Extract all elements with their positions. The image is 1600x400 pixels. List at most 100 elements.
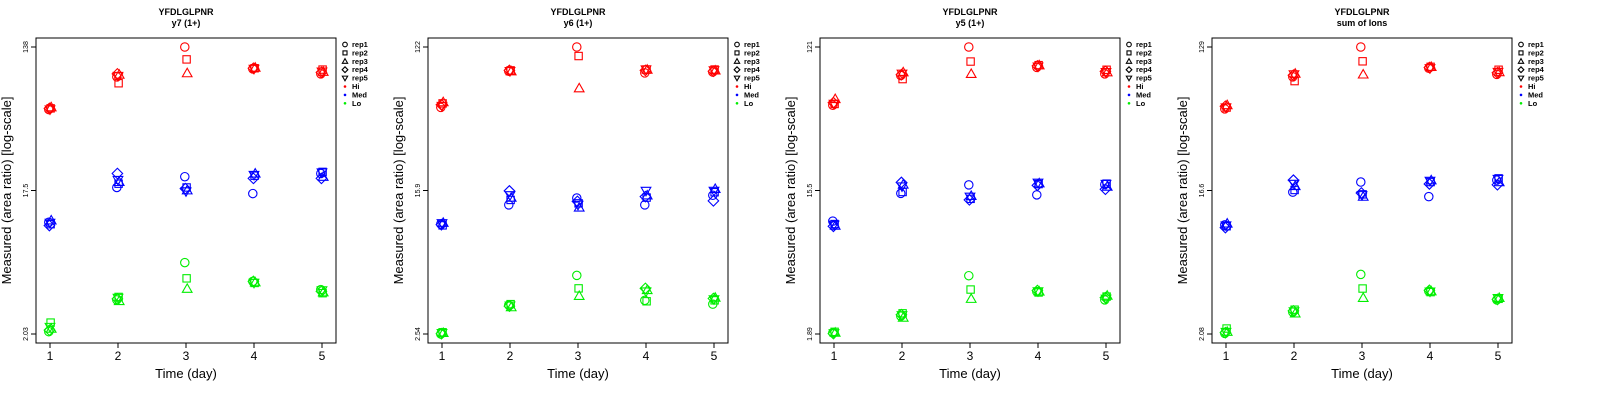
y-tick-label: 121 [807, 41, 814, 53]
legend-marker [1517, 75, 1525, 82]
legend-marker [341, 75, 349, 82]
legend-marker [1125, 75, 1133, 82]
legend-label: Hi [744, 82, 752, 91]
data-point [966, 285, 975, 294]
data-point [436, 328, 448, 340]
data-point [504, 200, 514, 210]
data-point [1100, 294, 1112, 305]
data-point [964, 180, 974, 190]
legend-marker [1518, 41, 1524, 48]
data-point [1357, 291, 1369, 302]
data-point [640, 65, 652, 76]
legend-marker [733, 57, 741, 64]
data-point [896, 311, 908, 322]
data-point [965, 292, 977, 303]
data-point [44, 218, 56, 229]
x-tick-label: 4 [1427, 349, 1434, 363]
data-point [316, 67, 328, 78]
data-point [964, 270, 974, 281]
chart-title: YFDLGLPNR [943, 7, 998, 17]
data-point [1100, 68, 1112, 79]
x-tick-label: 2 [1291, 349, 1298, 363]
legend-label: rep5 [352, 74, 368, 83]
data-point [640, 287, 652, 298]
x-axis-label: Time (day) [547, 366, 609, 381]
data-point [45, 322, 57, 333]
legend-label: rep4 [1136, 65, 1153, 74]
legend-label: Lo [352, 99, 362, 108]
data-point [896, 69, 908, 80]
data-point [1357, 190, 1369, 201]
data-point [639, 190, 652, 203]
legend-label: Hi [1136, 82, 1144, 91]
data-point [573, 289, 585, 301]
x-tick-label: 4 [1035, 349, 1042, 363]
y-tick-label: 122 [415, 41, 422, 53]
data-point [43, 324, 56, 337]
data-point [111, 167, 124, 180]
legend-label: Med [1136, 90, 1151, 99]
data-point [44, 322, 56, 333]
chart-subtitle: sum of Ions [1337, 18, 1388, 28]
data-point [180, 187, 192, 198]
legend-marker [1127, 85, 1131, 88]
y-axis-label: Measured (area ratio) [log-scale] [1175, 97, 1190, 285]
x-tick-label: 2 [115, 349, 122, 363]
legend-marker [735, 85, 739, 88]
data-point [181, 282, 193, 293]
chart-subtitle: y5 (1+) [956, 18, 985, 28]
legend-label: rep1 [1528, 40, 1544, 49]
data-point [180, 257, 190, 268]
data-point [1032, 178, 1044, 189]
data-point [1356, 269, 1366, 280]
data-point [708, 186, 720, 197]
legend-label: rep5 [1528, 74, 1544, 83]
data-point [1100, 179, 1112, 191]
y-tick-label: 2.08 [1199, 327, 1206, 341]
y-axis-label: Measured (area ratio) [log-scale] [0, 97, 14, 285]
data-point [113, 175, 125, 187]
x-tick-label: 5 [1103, 349, 1110, 363]
y-tick-label: 15.5 [807, 184, 814, 198]
plot-frame [819, 37, 1121, 344]
data-point [572, 270, 582, 281]
data-point [112, 71, 124, 83]
legend-marker [734, 41, 740, 48]
x-tick-label: 1 [1223, 349, 1230, 363]
data-point [1356, 191, 1368, 202]
data-point [1220, 103, 1232, 114]
x-tick-label: 2 [899, 349, 906, 363]
data-point [828, 329, 840, 340]
legend-marker [1519, 93, 1523, 97]
legend-label: Lo [744, 99, 754, 108]
y-tick-label: 129 [1199, 41, 1206, 53]
data-point [1356, 42, 1366, 52]
data-point [708, 66, 720, 77]
data-point [1032, 62, 1044, 73]
data-point [1288, 307, 1300, 318]
chart-subtitle: y6 (1+) [564, 18, 593, 28]
legend-marker [1127, 93, 1131, 97]
legend-marker [733, 66, 741, 74]
legend-marker [734, 50, 740, 56]
data-point [1424, 64, 1436, 75]
y-tick-label: 2.54 [415, 327, 422, 341]
legend-label: rep2 [744, 48, 760, 57]
x-tick-label: 3 [575, 349, 582, 363]
data-point [572, 200, 584, 211]
chart-title: YFDLGLPNR [551, 7, 606, 17]
data-point [1099, 183, 1112, 196]
y-tick-label: 138 [23, 41, 30, 53]
data-point [248, 278, 260, 289]
data-point [895, 176, 908, 189]
x-tick-label: 2 [507, 349, 514, 363]
data-point [1288, 187, 1298, 197]
data-point [708, 190, 718, 201]
data-point [248, 64, 260, 75]
legend-label: rep1 [744, 40, 760, 49]
